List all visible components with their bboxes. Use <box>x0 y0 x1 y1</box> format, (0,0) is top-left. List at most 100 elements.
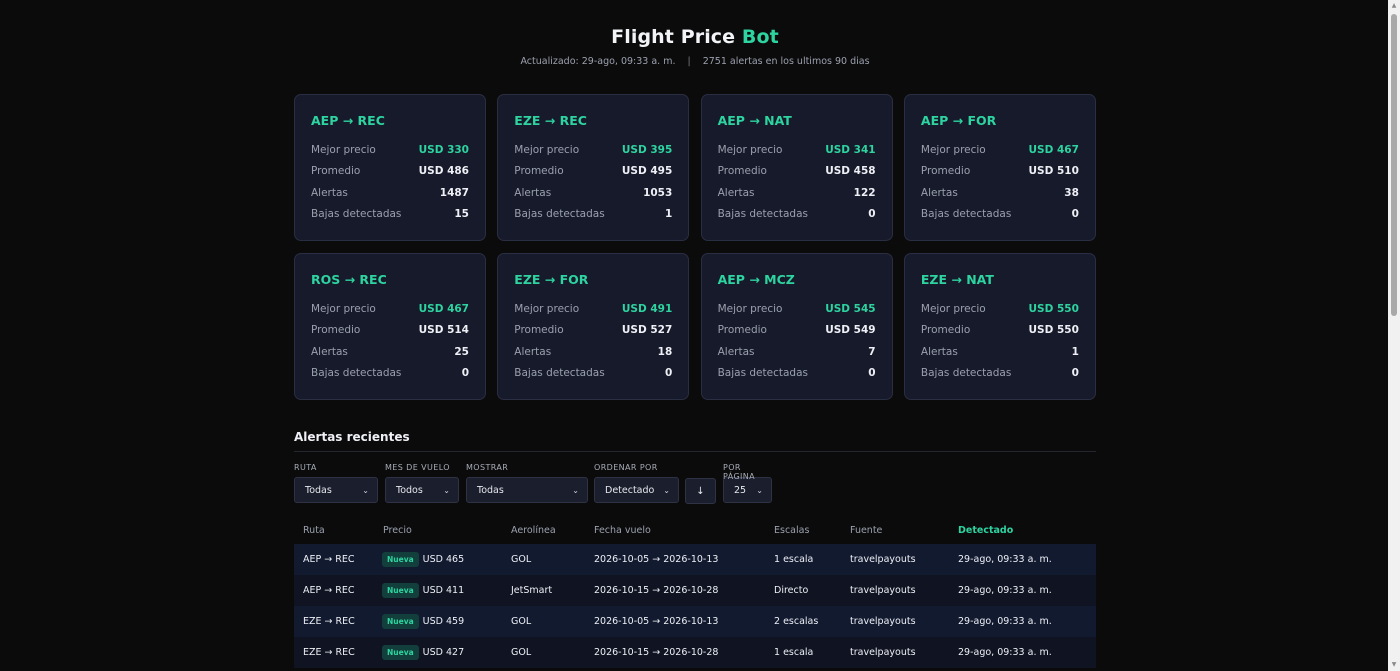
stat-drops: Bajas detectadas 1 <box>514 204 672 226</box>
stat-best-value: USD 491 <box>621 302 673 315</box>
cell-precio-value: USD 459 <box>422 616 465 627</box>
stat-drops: Bajas detectadas 0 <box>311 363 469 385</box>
table-row[interactable]: AEP → REC Nueva USD 465 GOL 2026-10-05 →… <box>294 544 1096 575</box>
scroll-up-icon[interactable]: ▲ <box>1391 2 1397 9</box>
card-route: AEP → FOR <box>920 113 997 128</box>
route-card: EZE → FOR Mejor precio USD 491 Promedio … <box>497 253 690 400</box>
col-fuente[interactable]: Fuente <box>850 525 883 536</box>
ruta-select[interactable]: Todas ⌄ <box>294 477 378 503</box>
cell-precio: Nueva USD 411 <box>382 583 511 598</box>
stat-best-label: Mejor precio <box>514 302 580 315</box>
stat-best: Mejor precio USD 545 <box>718 298 876 320</box>
stat-drops-label: Bajas detectadas <box>311 208 402 221</box>
cell-ruta: AEP → REC <box>303 554 355 565</box>
stat-drops-label: Bajas detectadas <box>514 208 605 221</box>
alerts-table: Ruta Precio Aerolínea Fecha vuelo Escala… <box>294 517 1096 668</box>
table-row[interactable]: AEP → REC Nueva USD 411 JetSmart 2026-10… <box>294 575 1096 606</box>
cell-fuente: travelpayouts <box>850 616 916 627</box>
col-detectado[interactable]: Detectado <box>958 525 1014 536</box>
cell-detectado: 29-ago, 09:33 a. m. <box>958 616 1052 627</box>
stat-best: Mejor precio USD 491 <box>514 298 672 320</box>
stat-alerts-label: Alertas <box>311 345 348 358</box>
ordenar-select[interactable]: Detectado ⌄ <box>594 477 679 503</box>
stat-best-label: Mejor precio <box>311 302 376 315</box>
stat-avg-label: Promedio <box>717 324 767 337</box>
stat-drops-label: Bajas detectadas <box>514 367 605 380</box>
subtitle-separator: | <box>687 56 691 67</box>
table-row[interactable]: EZE → REC Nueva USD 459 GOL 2026-10-05 →… <box>294 606 1096 637</box>
route-card: AEP → FOR Mejor precio USD 467 Promedio … <box>903 94 1096 241</box>
mostrar-select[interactable]: Todas ⌄ <box>466 477 588 503</box>
cell-aerolinea: GOL <box>511 647 532 658</box>
stat-best-value: USD 330 <box>418 143 469 156</box>
stat-alerts: Alertas 1 <box>921 341 1079 363</box>
subtitle: Actualizado: 29-ago, 09:33 a. m. | 2751 al… <box>294 56 1096 67</box>
filter-por-pagina: POR PÁGINA 25 ⌄ <box>723 463 772 503</box>
card-route: ROS → REC <box>311 272 387 287</box>
stat-avg-label: Promedio <box>311 165 361 178</box>
chevron-down-icon: ⌄ <box>663 485 670 495</box>
chevron-down-icon: ⌄ <box>443 485 450 495</box>
cell-escalas: 1 escala <box>774 647 814 658</box>
title-accent: Bot <box>741 26 779 48</box>
header: Flight Price Bot Actualizado: 29-ago, 09… <box>294 0 1096 67</box>
scrollbar[interactable]: ▲ ▼ <box>1388 0 1400 671</box>
stat-alerts-label: Alertas <box>920 345 958 358</box>
stat-alerts: Alertas 18 <box>514 341 672 363</box>
scrollbar-thumb[interactable] <box>1391 14 1397 316</box>
stat-drops-label: Bajas detectadas <box>717 208 808 221</box>
table-row[interactable]: EZE → REC Nueva USD 427 GOL 2026-10-15 →… <box>294 637 1096 668</box>
col-escalas[interactable]: Escalas <box>774 525 810 536</box>
new-badge: Nueva <box>382 614 419 629</box>
col-fecha[interactable]: Fecha vuelo <box>594 525 651 536</box>
stat-drops: Bajas detectadas 0 <box>921 363 1079 385</box>
por-pagina-select[interactable]: 25 ⌄ <box>723 477 772 503</box>
card-route: AEP → REC <box>311 113 385 128</box>
stat-drops: Bajas detectadas 0 <box>514 363 672 385</box>
stat-alerts-value: 18 <box>657 345 673 358</box>
stat-avg: Promedio USD 495 <box>514 161 672 183</box>
stat-avg: Promedio USD 486 <box>311 161 469 183</box>
cell-precio-value: USD 427 <box>422 647 465 658</box>
stat-drops-label: Bajas detectadas <box>311 367 402 380</box>
stat-alerts-value: 25 <box>454 345 469 358</box>
stat-avg-value: USD 495 <box>621 165 673 178</box>
stat-avg-value: USD 527 <box>621 324 673 337</box>
stat-avg-value: USD 510 <box>1028 165 1079 178</box>
mostrar-select-value: Todas <box>477 484 504 496</box>
cell-detectado: 29-ago, 09:33 a. m. <box>958 585 1052 596</box>
dashboard: Flight Price Bot Actualizado: 29-ago, 09… <box>294 0 1096 668</box>
stat-drops: Bajas detectadas 15 <box>311 204 469 226</box>
filter-ruta-label: RUTA <box>294 463 317 472</box>
filter-ruta: RUTA Todas ⌄ <box>294 463 378 503</box>
stat-alerts-label: Alertas <box>717 186 755 199</box>
stat-drops-value: 0 <box>868 367 876 380</box>
cell-ruta: EZE → REC <box>303 647 355 658</box>
stat-drops: Bajas detectadas 0 <box>921 204 1079 226</box>
stat-avg-label: Promedio <box>920 165 971 178</box>
arrow-down-icon: ↓ <box>696 485 705 497</box>
stat-best-value: USD 467 <box>418 302 469 315</box>
stat-alerts-label: Alertas <box>514 345 552 358</box>
stat-drops-value: 0 <box>461 367 469 380</box>
cell-precio: Nueva USD 465 <box>382 552 511 567</box>
section-divider <box>294 451 1096 452</box>
chevron-down-icon: ⌄ <box>572 485 579 495</box>
stat-best-label: Mejor precio <box>920 143 986 156</box>
stat-avg-value: USD 514 <box>418 324 469 337</box>
col-ruta[interactable]: Ruta <box>303 525 325 536</box>
mes-select[interactable]: Todos ⌄ <box>385 477 459 503</box>
stat-alerts: Alertas 7 <box>718 341 876 363</box>
stat-alerts-label: Alertas <box>311 186 348 199</box>
cell-ruta: EZE → REC <box>303 616 355 627</box>
stat-alerts-value: 38 <box>1064 186 1079 199</box>
col-aerolinea[interactable]: Aerolínea <box>511 525 556 536</box>
sort-direction-button[interactable]: ↓ <box>685 478 716 504</box>
stat-avg-value: USD 550 <box>1028 324 1079 337</box>
stat-avg-label: Promedio <box>514 165 564 178</box>
stat-drops-value: 15 <box>454 208 469 221</box>
col-precio[interactable]: Precio <box>383 525 412 536</box>
stat-best-label: Mejor precio <box>514 143 580 156</box>
scroll-down-icon[interactable]: ▼ <box>1391 661 1397 668</box>
route-card: EZE → NAT Mejor precio USD 550 Promedio … <box>903 253 1096 400</box>
